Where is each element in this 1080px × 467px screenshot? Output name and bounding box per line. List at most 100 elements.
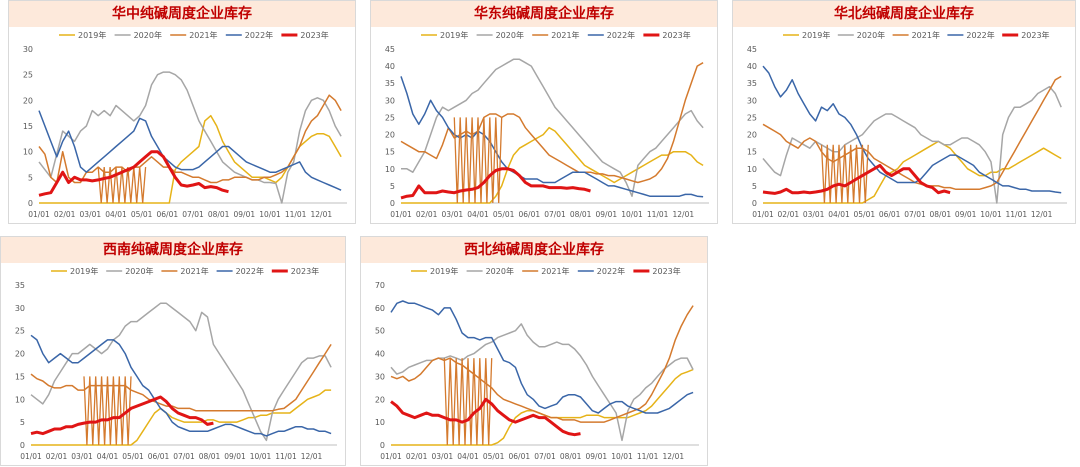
y-tick-label: 70: [375, 281, 385, 290]
y-tick-label: 5: [20, 418, 25, 427]
series-line-2020年: [401, 58, 704, 197]
legend-label: 2021年: [189, 30, 217, 40]
chart-plot: 2019年 2020年 2021年 2022年 2023年051015202530350…: [15, 266, 337, 461]
chart-title: 华中纯碱周度企业库存: [9, 1, 355, 27]
y-tick-label: 30: [385, 96, 395, 105]
y-tick-label: 25: [15, 327, 25, 336]
x-tick-label: 05/01: [122, 452, 144, 461]
y-tick-label: 20: [385, 131, 395, 140]
y-tick-label: 40: [747, 62, 757, 71]
chart-panel-huazhong: 华中纯碱周度企业库存 2019年 2020年 2021年 2022年 2023年 0 5 10…: [8, 0, 356, 224]
y-tick-label: 0: [752, 199, 757, 208]
x-tick-label: 02/01: [406, 452, 428, 461]
x-tick-label: 06/01: [148, 452, 170, 461]
x-tick-label: 07/01: [544, 210, 566, 219]
x-tick-label: 07/01: [173, 452, 195, 461]
y-axis: 0 5 10 15 20 25 30 35: [15, 281, 25, 450]
series-group: [762, 65, 1062, 204]
x-axis: 01/01 02/01 03/01 04/01 05/01 06/01 07/01 08/01…: [752, 210, 1053, 219]
x-tick-label: 11/01: [285, 210, 307, 219]
x-tick-label: 02/01: [46, 452, 68, 461]
x-tick-label: 07/01: [534, 452, 556, 461]
chart-title: 华东纯碱周度企业库存: [371, 1, 717, 27]
x-tick-label: 09/01: [224, 452, 246, 461]
y-tick-label: 5: [390, 182, 395, 191]
x-tick-label: 08/01: [560, 452, 582, 461]
legend-label: 2019年: [430, 266, 458, 276]
legend-label: 2022年: [245, 30, 273, 40]
x-tick-label: 02/01: [416, 210, 438, 219]
x-tick-label: 03/01: [803, 210, 825, 219]
series-line-2021年: [390, 305, 694, 423]
y-tick-label: 10: [15, 395, 25, 404]
series-line-2022年: [400, 76, 704, 198]
chart-panel-xibei: 西北纯碱周度企业库存 2019年 2020年 2021年 2022年 2023年 0 10 2…: [360, 236, 708, 466]
series-line-2020年: [38, 71, 342, 204]
legend-label: 2020年: [496, 30, 524, 40]
x-tick-label: 11/01: [1006, 210, 1028, 219]
x-tick-label: 10/01: [980, 210, 1002, 219]
x-tick-label: 10/01: [250, 452, 272, 461]
series-line-2022年: [38, 110, 342, 191]
chart-plot: 2019年 2020年 2021年 2022年 2023年 0 10 20 30 40 50 60 70…: [375, 266, 699, 461]
legend-label: 2021年: [541, 266, 569, 276]
y-tick-label: 25: [747, 113, 757, 122]
y-tick-label: 15: [23, 122, 33, 131]
chart-title: 华北纯碱周度企业库存: [733, 1, 1075, 27]
series-line-2021年-oscillation: [820, 144, 869, 204]
y-tick-label: 25: [385, 113, 395, 122]
legend-label: 2023年: [300, 30, 328, 40]
y-tick-label: 35: [385, 79, 395, 88]
legend-label: 2022年: [597, 266, 625, 276]
x-tick-label: 03/01: [442, 210, 464, 219]
x-tick-label: 10/01: [259, 210, 281, 219]
series-line-2019年: [401, 126, 704, 204]
series-line-2021年-oscillation: [83, 376, 132, 446]
x-axis: 01/01 02/01 03/01 04/01 05/01 06/01 07/01 08/01…: [20, 452, 322, 461]
y-tick-label: 40: [385, 62, 395, 71]
x-tick-label: 06/01: [519, 210, 541, 219]
series-line-2019年: [763, 140, 1062, 204]
x-tick-label: 10/01: [621, 210, 643, 219]
series-line-2019年: [31, 389, 332, 446]
x-tick-label: 06/01: [509, 452, 531, 461]
series-group: [390, 300, 694, 446]
x-tick-label: 08/01: [208, 210, 230, 219]
y-tick-label: 0: [20, 441, 25, 450]
x-axis: 01/01 02/01 03/01 04/01 05/01 06/01 07/01 08/01…: [380, 452, 684, 461]
y-tick-label: 30: [15, 304, 25, 313]
y-tick-label: 35: [15, 281, 25, 290]
x-tick-label: 05/01: [131, 210, 153, 219]
x-tick-label: 02/01: [778, 210, 800, 219]
x-tick-label: 09/01: [234, 210, 256, 219]
y-tick-label: 15: [385, 148, 395, 157]
x-tick-label: 12/01: [1031, 210, 1053, 219]
x-tick-label: 03/01: [432, 452, 454, 461]
x-tick-label: 09/01: [586, 452, 608, 461]
x-tick-label: 04/01: [105, 210, 127, 219]
series-line-2023年: [762, 163, 951, 195]
chart-plot: 2019年 2020年 2021年 2022年 2023年 0 5 10 15 20 25 30 35 4…: [747, 30, 1067, 219]
y-tick-label: 20: [23, 96, 33, 105]
y-tick-label: 40: [375, 350, 385, 359]
legend: 2019年 2020年 2021年 2022年 2023年: [783, 30, 1050, 40]
legend-label: 2019年: [802, 30, 830, 40]
series-line-2020年: [390, 323, 694, 442]
y-tick-label: 45: [747, 45, 757, 54]
x-tick-label: 03/01: [80, 210, 102, 219]
x-tick-label: 05/01: [493, 210, 515, 219]
legend-label: 2020年: [125, 266, 153, 276]
legend: 2019年 2020年 2021年 2022年 2023年: [411, 266, 681, 276]
chart-title: 西北纯碱周度企业库存: [361, 237, 707, 263]
x-tick-label: 05/01: [854, 210, 876, 219]
legend-label: 2022年: [966, 30, 994, 40]
legend-label: 2021年: [912, 30, 940, 40]
x-tick-label: 12/01: [673, 210, 695, 219]
x-tick-label: 04/01: [828, 210, 850, 219]
legend: 2019年 2020年 2021年 2022年 2023年: [421, 30, 691, 40]
series-line-2019年: [391, 368, 694, 446]
legend: 2019年 2020年 2021年 2022年 2023年: [59, 30, 329, 40]
x-tick-label: 11/01: [647, 210, 669, 219]
y-axis: 0 5 10 15 20 25 30: [23, 45, 33, 208]
y-axis: 0 5 10 15 20 25 30 35 40 45: [385, 45, 395, 208]
